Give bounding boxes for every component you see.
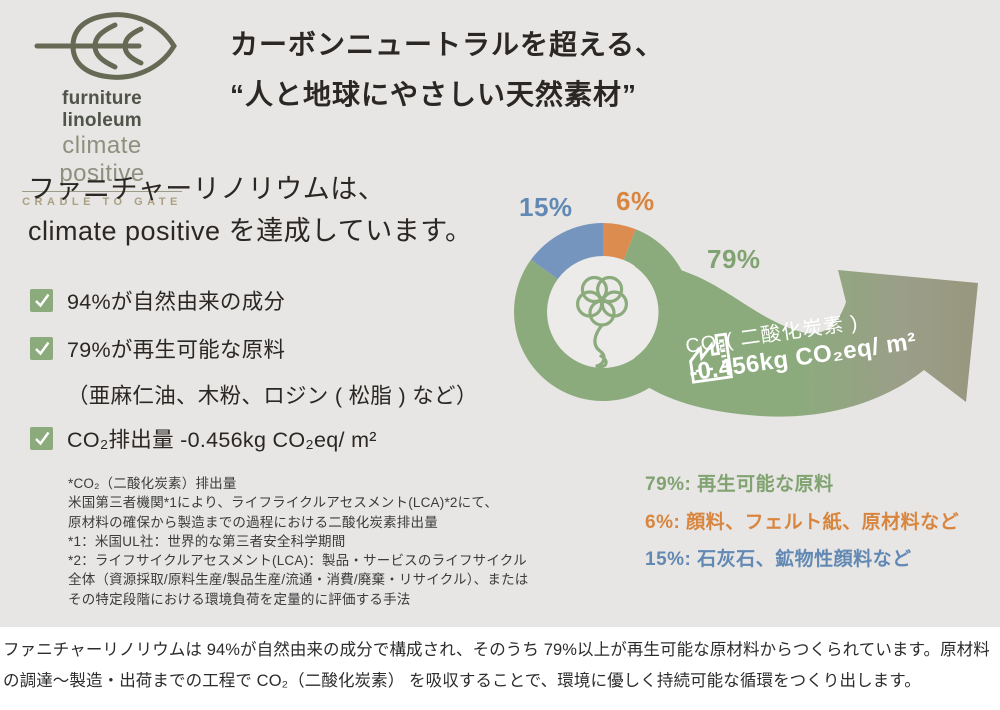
footer-paragraph: ファニチャーリノリウムは 94%が自然由来の成分で構成され、そのうち 79%以上… <box>3 641 990 690</box>
co2-donut-chart: 6% 79% 15% CO₂( 二酸化炭素 ) -0.456kg CO₂eq/ … <box>480 175 1000 465</box>
checkmark-icon <box>30 426 53 450</box>
intro-line1: ファニチャーリノリウムは、 <box>28 174 386 204</box>
headline-line1: カーボンニュートラルを超える、 <box>230 29 665 60</box>
checklist-item-sub-label: （亜麻仁油、木粉、ロジン ( 松脂 ) など） <box>67 384 478 408</box>
checkmark-icon <box>30 288 53 312</box>
logo-tagline-text: climate positive <box>59 132 145 187</box>
headline-line2: “人と地球にやさしい天然素材” <box>230 79 638 110</box>
checkmark-icon <box>30 336 53 360</box>
donut-slice-15pct <box>530 223 603 280</box>
arrow-caption: CO₂( 二酸化炭素 ) -0.456kg CO₂eq/ m² <box>684 303 918 387</box>
footnote-line: 米国第三者機関*1により、ライフライクルアセスメント(LCA)*2にて、 <box>68 495 499 511</box>
donut-label-79pct: 79% <box>707 244 761 274</box>
donut-slice-79pct <box>514 229 692 401</box>
logo-sub-text: CRADLE TO GATE <box>22 196 182 208</box>
legend-item-15: 15%: 石灰石、鉱物性顔料など <box>645 549 912 570</box>
chart-legend: 79%: 再生可能な原料 6%: 顔料、フェルト紙、原材料など 15%: 石灰石… <box>645 466 959 579</box>
checklist-item-label: 94%が自然由来の成分 <box>67 289 286 314</box>
leaf-logo-icon <box>34 12 177 80</box>
footnotes: *CO₂（二酸化炭素）排出量 米国第三者機関*1により、ライフライクルアセスメン… <box>68 474 528 609</box>
footer-section: ファニチャーリノリウムは 94%が自然由来の成分で構成され、そのうち 79%以上… <box>0 627 1000 710</box>
donut-hole <box>547 256 659 368</box>
factory-icon <box>689 332 734 384</box>
footnote-line: その特定段階における環境負荷を定量的に評価する手法 <box>68 591 411 607</box>
logo-divider <box>22 191 182 192</box>
footnote-line: 原材料の確保から製造までの過程における二酸化炭素排出量 <box>68 514 438 530</box>
donut-label-15pct: 15% <box>519 192 573 222</box>
donut-label-6pct: 6% <box>616 186 655 216</box>
checklist-item: 79%が再生可能な原料 <box>30 331 478 365</box>
checklist-item-label: CO₂排出量 -0.456kg CO₂eq/ m² <box>67 427 377 452</box>
donut-slice-6pct <box>603 223 636 260</box>
legend-item-6: 6%: 顔料、フェルト紙、原材料など <box>645 511 960 533</box>
checklist-item: 94%が自然由来の成分 <box>30 283 478 317</box>
logo-brand-text: furniture linoleum <box>62 88 142 131</box>
checklist-item-label: 79%が再生可能な原料 <box>67 337 286 362</box>
checklist-item: CO₂排出量 -0.456kg CO₂eq/ m² <box>30 421 478 455</box>
donut-slices <box>514 223 692 401</box>
infographic-panel: furniture linoleum climate positive CRAD… <box>0 0 1000 627</box>
brand-logo: furniture linoleum climate positive CRAD… <box>20 8 184 208</box>
footnote-line: 全体（資源採取/原料生産/製品生産/流通・消費/廃棄・リサイクル）、または <box>68 572 529 588</box>
footnote-line: *1：米国UL社：世界的な第三者安全科学期間 <box>68 533 346 549</box>
legend-item-79: 79%: 再生可能な原料 <box>645 474 834 495</box>
intro-statement: ファニチャーリノリウムは、 climate positive を達成しています。 <box>28 168 473 252</box>
main-headline: カーボンニュートラルを超える、 “人と地球にやさしい天然素材” <box>230 20 664 120</box>
feature-checklist: 94%が自然由来の成分 79%が再生可能な原料 （亜麻仁油、木粉、ロジン ( 松… <box>30 283 478 469</box>
footnote-line: *2：ライフサイクルアセスメント(LCA)：製品・サービスのライフサイクル <box>68 553 527 569</box>
intro-line2: climate positive を達成しています。 <box>28 216 473 246</box>
flax-flower-icon <box>575 275 628 369</box>
footnote-line: *CO₂（二酸化炭素）排出量 <box>68 476 237 491</box>
